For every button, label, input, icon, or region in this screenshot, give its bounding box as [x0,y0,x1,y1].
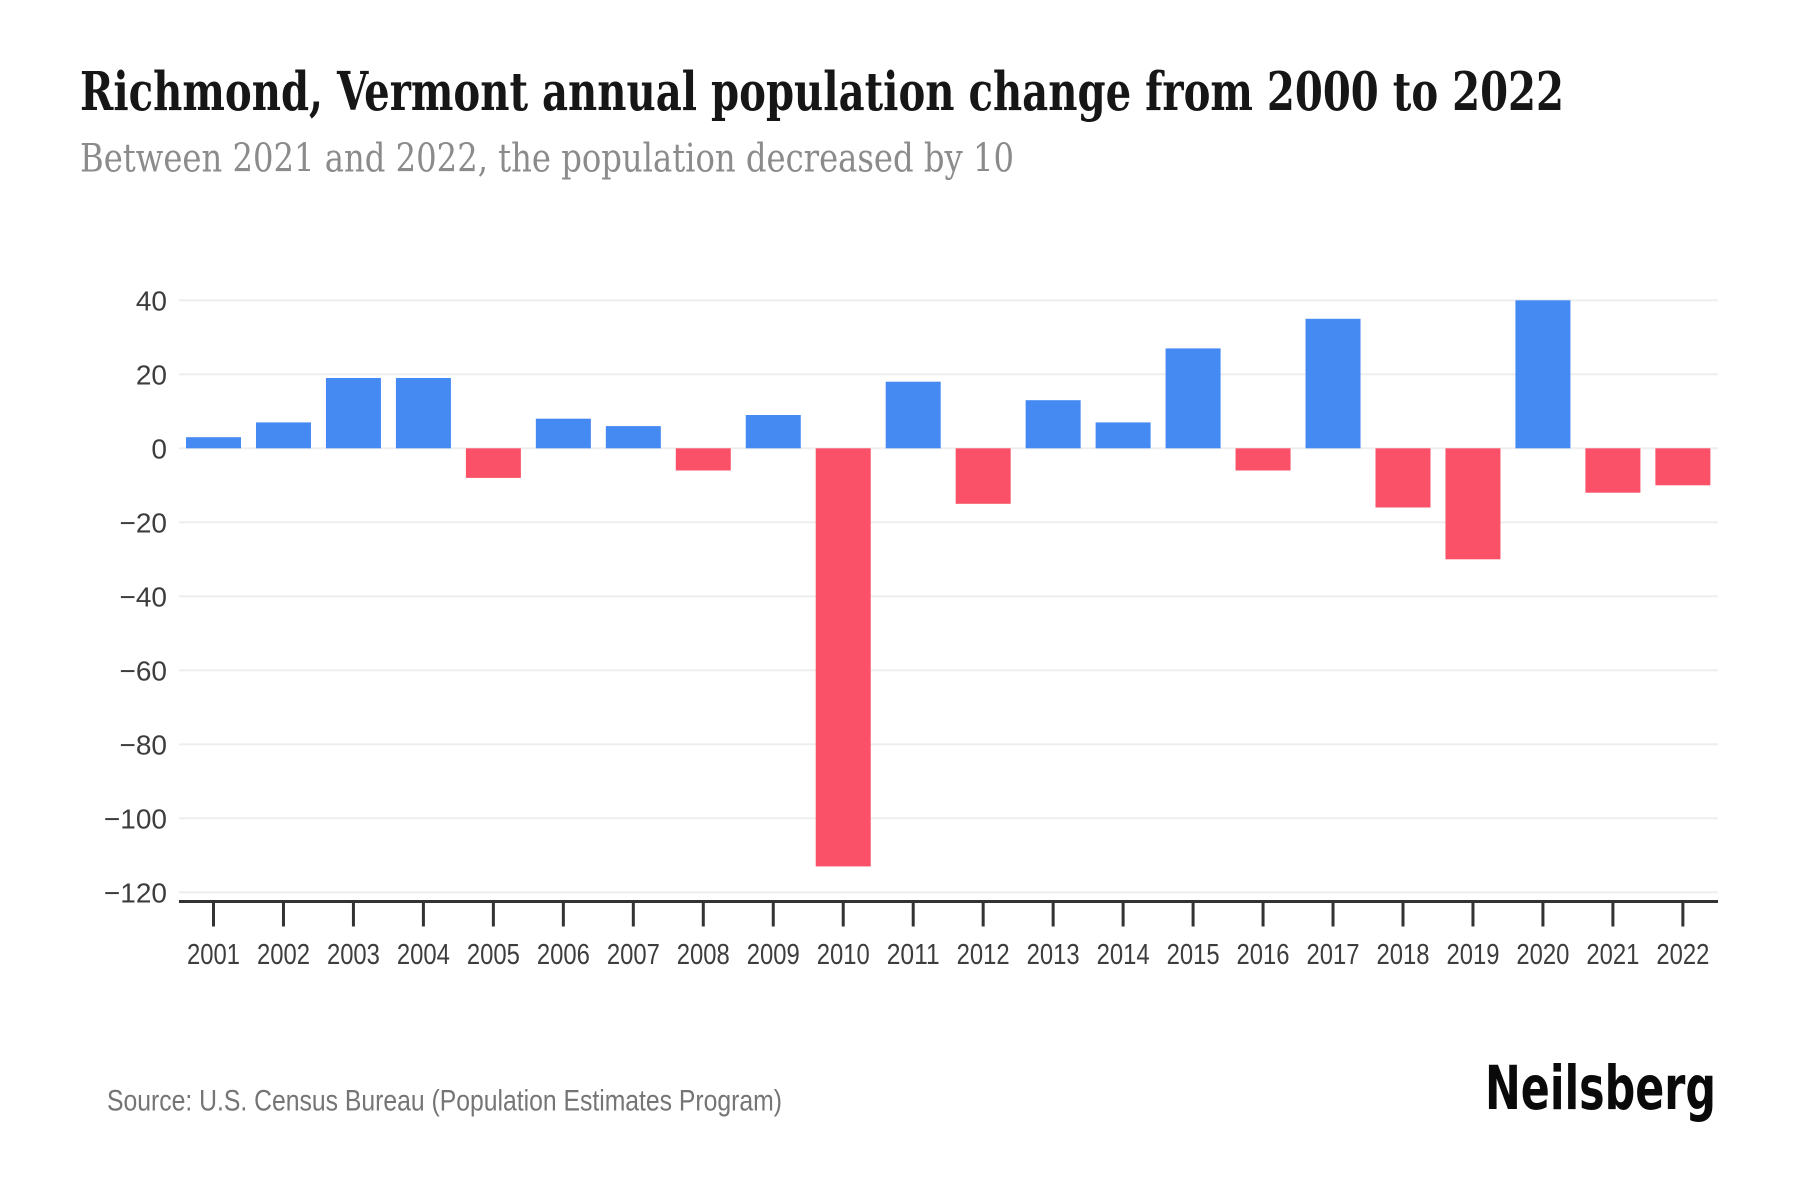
x-tick-2009 [771,902,775,927]
y-axis-label--100: −100 [104,803,167,834]
x-axis-label-2005: 2005 [467,939,520,971]
x-axis-label-2009: 2009 [747,939,800,971]
y-axis-label-40: 40 [136,285,167,316]
bar-2009[interactable] [745,415,801,449]
x-axis-label-2008: 2008 [677,939,730,971]
x-tick-2001 [212,902,215,927]
gridline--60 [179,669,1718,672]
x-tick-2005 [491,902,495,927]
x-axis-label-2011: 2011 [887,939,940,971]
bar-2005[interactable] [465,448,521,478]
x-axis-label-2007: 2007 [607,939,660,971]
gridline-0 [179,447,1718,450]
x-axis-label-2006: 2006 [537,939,590,971]
bar-2022[interactable] [1655,448,1711,486]
x-tick-2022 [1681,902,1685,927]
bar-2012[interactable] [955,448,1011,504]
gridline--40 [179,595,1718,598]
gridline--20 [179,521,1718,524]
bar-2015[interactable] [1165,348,1221,449]
x-tick-2021 [1611,902,1615,927]
y-axis-label--20: −20 [120,507,168,538]
x-axis-label-2002: 2002 [257,939,310,971]
x-tick-2017 [1331,902,1335,927]
bar-2014[interactable] [1095,422,1151,449]
x-tick-2016 [1261,902,1265,927]
bar-2006[interactable] [535,418,591,449]
bar-2017[interactable] [1305,318,1361,449]
plot-area: 40 20 0 −20 −40 −60 −80 −100 −120 2001 2002 2003 200… [104,285,1718,971]
x-axis-label-2013: 2013 [1027,939,1080,971]
bar-2018[interactable] [1375,448,1431,508]
y-axis-label-20: 20 [136,359,167,390]
bar-2008[interactable] [675,448,731,471]
bar-2001[interactable] [186,437,241,449]
x-axis-label-2015: 2015 [1167,939,1220,971]
gridline--80 [179,743,1718,746]
x-tick-2011 [911,902,915,927]
x-axis-label-2022: 2022 [1656,939,1709,971]
x-tick-2012 [981,902,985,927]
x-tick-2010 [841,902,845,927]
bar-2011[interactable] [885,381,941,449]
bar-2004[interactable] [395,378,451,449]
bar-2019[interactable] [1445,448,1501,560]
x-axis-label-2004: 2004 [397,939,450,971]
y-axis-label--120: −120 [104,877,167,908]
bar-2003[interactable] [325,378,381,449]
bar-2013[interactable] [1025,400,1081,449]
bar-2020[interactable] [1515,300,1571,449]
x-tick-2006 [561,902,565,927]
x-tick-2003 [351,902,355,927]
x-axis-label-2010: 2010 [817,939,870,971]
bar-2002[interactable] [255,422,311,449]
x-tick-2015 [1191,902,1195,927]
gridline-40 [179,299,1718,302]
gridline-20 [179,373,1718,376]
x-tick-2020 [1541,902,1545,927]
bar-2021[interactable] [1585,448,1641,493]
x-axis-label-2021: 2021 [1586,939,1639,971]
x-axis-label-2001: 2001 [187,939,240,971]
x-axis-label-2003: 2003 [327,939,380,971]
x-tick-2013 [1051,902,1055,927]
y-axis-label--60: −60 [120,655,168,686]
x-tick-2007 [631,902,635,927]
x-tick-2018 [1401,902,1405,927]
x-tick-2002 [281,902,285,927]
x-axis-label-2020: 2020 [1516,939,1569,971]
x-axis-line [179,900,1718,903]
x-axis-label-2012: 2012 [957,939,1010,971]
x-axis-label-2014: 2014 [1097,939,1150,971]
bar-2007[interactable] [605,426,661,449]
x-axis-label-2017: 2017 [1307,939,1360,971]
gridline--120 [179,891,1718,894]
gridline--100 [179,817,1718,820]
y-axis-label-0: 0 [151,433,167,464]
x-tick-2004 [421,902,425,927]
x-axis-label-2018: 2018 [1376,939,1429,971]
x-axis-label-2016: 2016 [1237,939,1290,971]
source-note: Source: U.S. Census Bureau (Population E… [107,1085,782,1118]
x-axis-label-2019: 2019 [1446,939,1499,971]
bar-2016[interactable] [1235,448,1291,471]
x-tick-2019 [1471,902,1475,927]
y-axis-label--40: −40 [120,581,168,612]
brand-logo-text: Neilsberg [1485,1053,1716,1124]
y-axis-label--80: −80 [120,729,168,760]
chart-title: Richmond, Vermont annual population chan… [80,61,1564,123]
x-tick-2014 [1121,902,1125,927]
x-tick-2008 [701,902,705,927]
chart-subtitle: Between 2021 and 2022, the population de… [80,137,1014,182]
bar-2010[interactable] [815,448,871,867]
